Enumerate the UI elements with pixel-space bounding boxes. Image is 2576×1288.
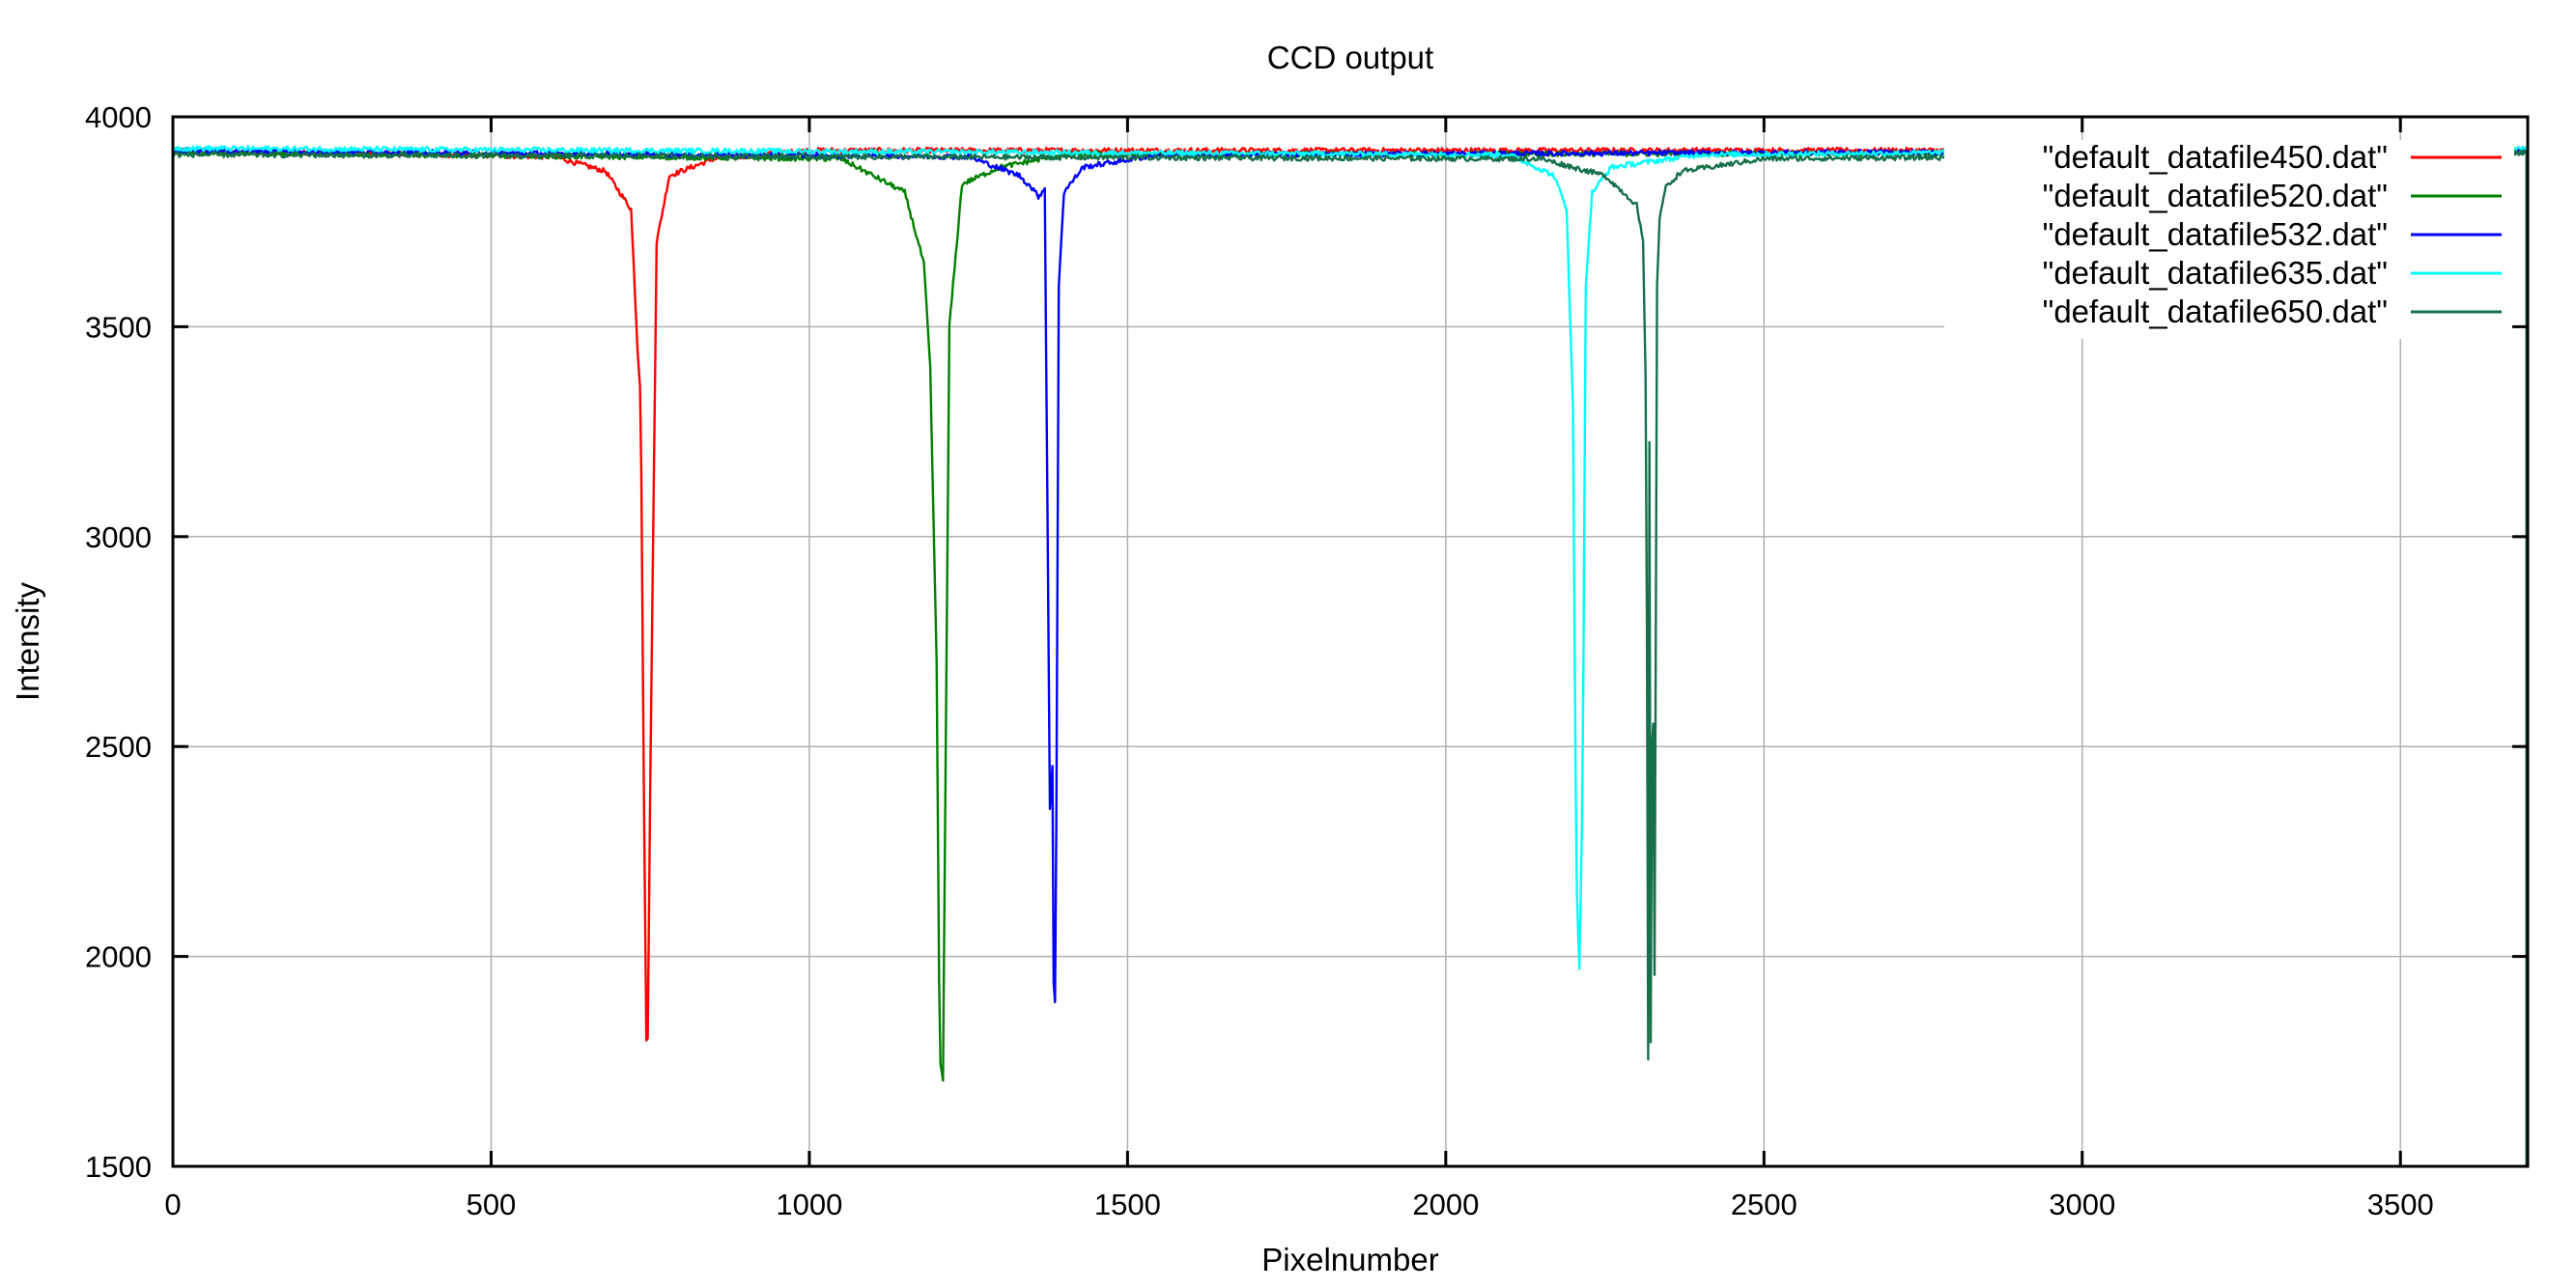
x-tick-label: 2500 <box>1731 1188 1798 1221</box>
x-tick-label: 1500 <box>1094 1188 1161 1221</box>
x-tick-label: 3500 <box>2367 1188 2434 1221</box>
y-tick-label: 3500 <box>85 310 152 344</box>
plot-frame <box>171 115 2530 1168</box>
y-tick-label: 4000 <box>85 100 152 134</box>
axis-ticks: 0 500 1000 1500 2000 2500 3000 3500 1500 2000 2500… <box>85 100 2528 1221</box>
y-tick-label: 2000 <box>85 940 152 974</box>
x-tick-label: 3000 <box>2049 1188 2115 1221</box>
y-tick-label: 2500 <box>85 730 152 764</box>
x-tick-label: 2000 <box>1412 1188 1479 1221</box>
x-axis-title: Pixelnumber <box>1261 1242 1438 1277</box>
plot-border <box>171 115 2530 1168</box>
legend-label: "default_datafile650.dat" <box>2043 294 2388 329</box>
y-tick-label: 3000 <box>85 520 152 554</box>
legend: "default_datafile450.dat""default_datafi… <box>2043 139 2502 329</box>
legend-label: "default_datafile635.dat" <box>2043 255 2388 291</box>
legend-background <box>1944 140 2514 339</box>
chart-title: CCD output <box>1267 40 1433 75</box>
x-tick-label: 500 <box>467 1188 517 1221</box>
y-axis-title: Intensity <box>10 582 45 701</box>
legend-label: "default_datafile532.dat" <box>2043 216 2388 252</box>
y-tick-label: 1500 <box>85 1150 152 1184</box>
legend-label: "default_datafile520.dat" <box>2043 178 2388 213</box>
legend-label: "default_datafile450.dat" <box>2043 139 2388 175</box>
x-tick-label: 0 <box>164 1188 181 1221</box>
x-tick-label: 1000 <box>776 1188 842 1221</box>
